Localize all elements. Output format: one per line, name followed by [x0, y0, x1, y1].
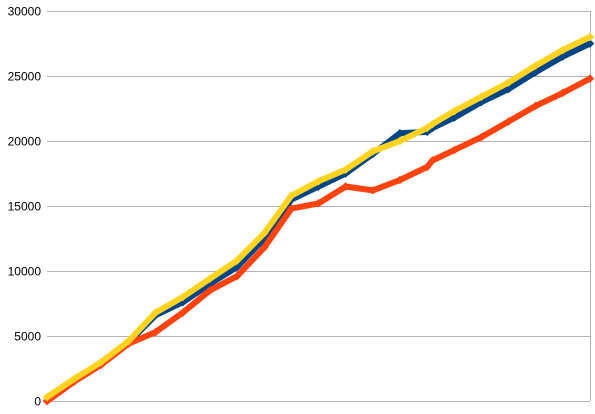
series-1-point-14: [422, 162, 432, 172]
series-2-point-15: [428, 119, 437, 129]
series-1-point-10: [314, 199, 323, 208]
y-tick-label-2: 10000: [8, 265, 42, 279]
series-2-point-3: [124, 336, 133, 346]
series-1-point-18: [504, 117, 513, 126]
series-2-point-1: [69, 374, 79, 384]
series-2-point-12: [368, 147, 378, 156]
series-1: [42, 74, 595, 406]
series-1-point-7: [232, 271, 242, 281]
series-2-point-9: [287, 191, 296, 200]
series-1-point-6: [205, 286, 215, 295]
series-1-point-9: [287, 204, 296, 213]
series-2-point-0: [42, 392, 52, 402]
series-2-point-2: [97, 357, 106, 367]
series-1-point-15: [428, 156, 437, 165]
series-line-1: [44, 75, 593, 404]
series-1-point-12: [368, 186, 378, 195]
y-axis-tick-labels: 0 5000 10000 15000 20000 25000 30000: [8, 5, 42, 409]
series-group: [42, 32, 595, 406]
series-2: [42, 32, 595, 402]
series-2-point-6: [205, 274, 215, 284]
series-2-point-5: [178, 292, 188, 302]
series-1-point-17: [477, 132, 486, 142]
series-1-point-8: [259, 243, 269, 252]
y-tick-label-4: 20000: [8, 135, 42, 149]
series-2-point-14: [422, 123, 432, 133]
y-tick-label-5: 25000: [8, 70, 42, 84]
series-2-point-10: [314, 177, 323, 186]
series-1-point-11: [341, 182, 350, 191]
series-2-point-16: [450, 106, 459, 116]
series-1-point-5: [178, 308, 188, 317]
series-1-point-13: [395, 175, 405, 185]
series-2-point-8: [259, 229, 269, 238]
y-tick-label-3: 15000: [8, 200, 42, 214]
series-0: [42, 39, 595, 406]
series-2-point-18: [504, 78, 513, 87]
series-0-point-13: [395, 128, 405, 138]
series-1-point-16: [450, 145, 459, 155]
y-tick-label-0: 0: [34, 395, 41, 409]
series-2-point-17: [477, 92, 486, 102]
series-2-point-13: [395, 136, 405, 146]
y-tick-label-1: 5000: [14, 330, 41, 344]
series-2-point-7: [232, 256, 242, 265]
series-line-2: [44, 34, 593, 401]
series-2-point-4: [151, 308, 160, 317]
series-2-point-11: [341, 165, 350, 174]
series-1-point-4: [151, 327, 160, 337]
y-tick-label-6: 30000: [8, 5, 42, 19]
